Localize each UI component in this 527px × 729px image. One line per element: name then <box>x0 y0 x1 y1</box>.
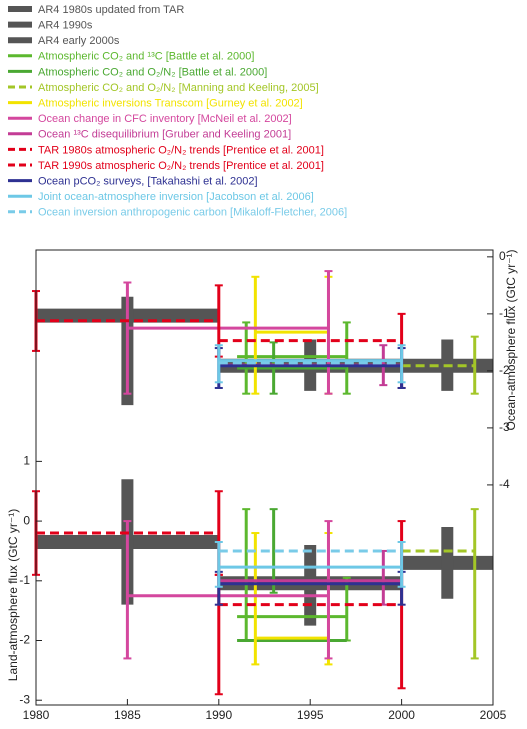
y-tick-label: 1 <box>23 454 30 468</box>
plot-frame <box>35 249 494 706</box>
legend-label: TAR 1990s atmospheric O₂/N₂ trends [Pren… <box>38 160 324 172</box>
y2-tick-label: -1 <box>499 306 510 320</box>
x-tick-label: 2005 <box>480 708 507 722</box>
y2-tick-label: -3 <box>499 420 510 434</box>
legend-label: Atmospheric CO₂ and O₂/N₂ [Battle et al.… <box>38 66 267 78</box>
legend-label: Ocean pCO₂ surveys, [Takahashi et al. 20… <box>38 176 258 188</box>
y-tick-label: -2 <box>19 633 30 647</box>
legend-label: Atmospheric CO₂ and ¹³C [Battle et al. 2… <box>38 51 254 63</box>
y-tick-label: -1 <box>19 573 30 587</box>
legend-label: Joint ocean-atmosphere inversion [Jacobs… <box>38 191 314 203</box>
y2-tick-label: 0 <box>499 249 506 263</box>
legend-label: Atmospheric CO₂ and O₂/N₂ [Manning and K… <box>38 82 319 94</box>
legend-label: AR4 early 2000s <box>38 35 120 47</box>
y-axis-label: Land-atmosphere flux (GtC yr⁻¹) <box>6 509 20 681</box>
y2-axis-label: Ocean-atmosphere flux (GtC yr⁻¹) <box>504 249 518 430</box>
y-tick-label: 0 <box>23 513 30 527</box>
legend-label: TAR 1980s atmospheric O₂/N₂ trends [Pren… <box>38 144 324 156</box>
legend-label: Ocean ¹³C disequilibrium [Gruber and Kee… <box>38 129 291 141</box>
y2-tick-label: -4 <box>499 477 510 491</box>
x-tick-label: 1995 <box>297 708 324 722</box>
legend-label: AR4 1980s updated from TAR <box>38 4 184 16</box>
legend-label: AR4 1990s <box>38 20 93 32</box>
x-tick-label: 1980 <box>23 708 50 722</box>
y2-tick-label: -2 <box>499 363 510 377</box>
legend-label: Atmospheric inversions Transcom [Gurney … <box>38 98 303 110</box>
x-tick-label: 1985 <box>114 708 141 722</box>
x-tick-label: 2000 <box>388 708 415 722</box>
legend-label: Ocean change in CFC inventory [McNeil et… <box>38 113 292 125</box>
legend-label: Ocean inversion anthropogenic carbon [Mi… <box>38 207 347 219</box>
y-tick-label: -3 <box>19 692 30 706</box>
x-tick-label: 1990 <box>205 708 232 722</box>
